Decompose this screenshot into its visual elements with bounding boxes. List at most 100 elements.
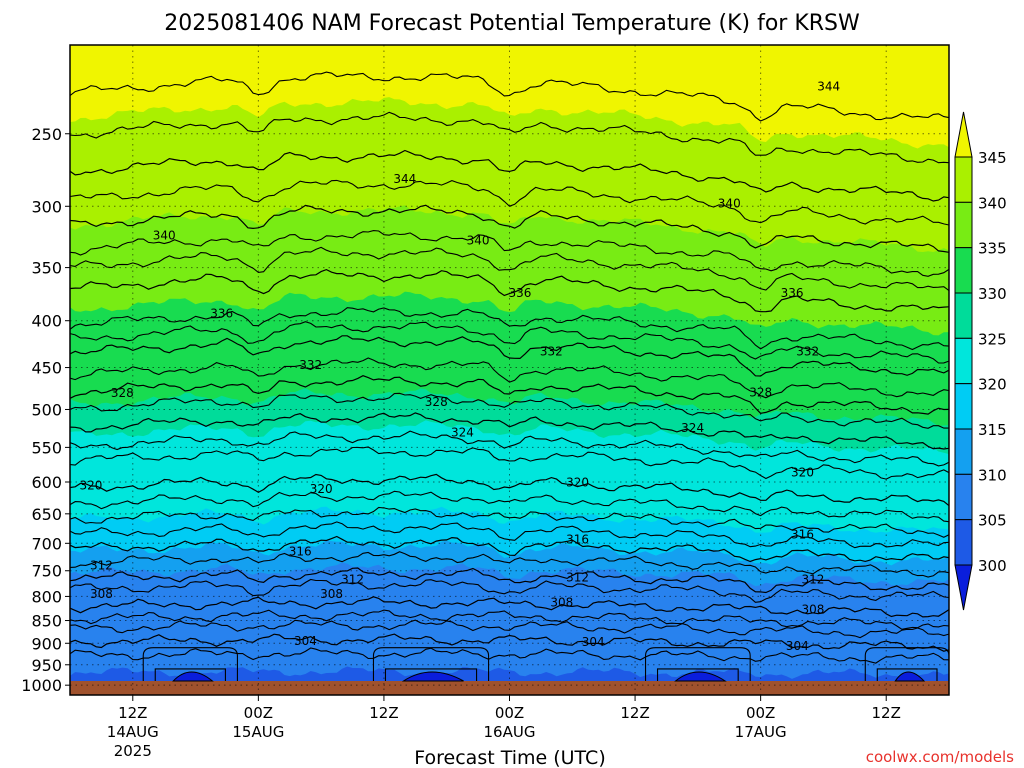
y-tick-label: 550 [31,438,62,457]
colorbar-bottom-triangle [954,564,973,611]
contour-label: 320 [791,466,814,480]
contour-label: 312 [566,571,589,585]
x-tick-date: 14AUG [107,723,159,741]
contour-label: 304 [582,635,605,649]
y-tick-label: 1000 [21,676,62,695]
contour-line-344 [70,149,949,202]
y-tick-label: 950 [31,656,62,675]
contour-line-minor [70,490,949,523]
contour-line-minor [70,506,949,538]
y-tick-label: 900 [31,634,62,653]
contour-label: 320 [566,476,589,490]
contour-line-316 [70,535,949,563]
contour-line-minor [70,71,949,122]
x-tick-label: 12Z [620,704,649,722]
contour-line-minor [70,430,949,467]
contour-line-minor [70,647,949,664]
contour-line-minor [70,230,949,277]
y-tick-label: 800 [31,587,62,606]
cold-pool [894,671,926,682]
contour-label: 336 [781,286,804,300]
colorbar-label: 300 [978,557,1007,575]
contour-label: 320 [79,478,102,492]
contour-label: 328 [425,395,448,409]
grid [70,45,949,695]
x-tick-label: 12Z [369,704,398,722]
contour-line-minor [70,446,949,480]
contour-line-minor [70,179,949,226]
contour-line-minor [70,307,949,351]
contour-line-340 [70,204,949,253]
colorbar-label: 310 [978,466,1007,484]
contour-line-minor [70,619,949,639]
contour-line-324 [70,412,949,450]
colorbar-band [954,473,973,521]
y-tick-label: 750 [31,562,62,581]
contour-label: 328 [749,385,772,399]
colorbar-band [954,337,973,385]
y-tick-label: 300 [31,197,62,216]
contour-label: 340 [467,234,490,248]
contour-line-minor [70,521,949,549]
contour-line-336 [70,268,949,313]
contour-label: 312 [802,573,825,587]
contour-label: 308 [90,587,113,601]
colorbar: 345 340 335 330 325 320 315 310 305 300 [954,111,1007,611]
cold-pool [674,671,727,682]
contour-line-minor [70,111,949,164]
contour-label: 304 [786,639,809,653]
chart-title: 2025081406 NAM Forecast Potential Temper… [164,11,860,36]
colorbar-label: 330 [978,285,1007,303]
x-tick-date: 17AUG [735,723,787,741]
contour-label: 308 [550,595,573,609]
contour-line-minor [70,578,949,603]
contour-line-minor [70,392,949,429]
cold-pool [401,671,464,682]
contour-label: 316 [791,528,814,542]
contour-label: 320 [310,482,333,496]
contour-label: 312 [90,558,113,572]
contour-line-312 [70,567,949,594]
x-tick-date: 15AUG [232,723,284,741]
x-axis-label: Forecast Time (UTC) [414,747,605,768]
contour-lines [70,71,949,682]
contour-loop-surface [142,647,238,681]
contour-label: 340 [153,229,176,243]
contour-line-minor [70,551,949,578]
contour-label: 344 [393,172,416,186]
colorbar-label: 320 [978,376,1007,394]
y-tick-label: 700 [31,534,62,553]
x-tick-label: 12Z [872,704,901,722]
colorbar-label: 335 [978,240,1007,258]
colorbar-label: 325 [978,330,1007,348]
y-tick-label: 350 [31,259,62,278]
y-tick-label: 250 [31,125,62,144]
y-tick-label: 500 [31,400,62,419]
contour-line-minor [70,321,949,364]
y-tick-label: 600 [31,473,62,492]
contour-label: 332 [796,344,819,358]
contour-label: 324 [681,421,704,435]
colorbar-band [954,201,973,249]
contour-label: 312 [341,573,364,587]
contour-line-320 [70,473,949,507]
contour-loop-surface [372,647,490,681]
colorbar-band [954,519,973,566]
contour-labels: 344 344 340 340 340 336 336 336 332 332 332 328 328 3… [79,80,840,653]
y-axis: 250 300 350 400 450 500 550 600 650 700 750 800 850 9… [21,125,70,695]
contour-loop-surface-inner [656,668,739,681]
colorbar-band [954,292,973,339]
contour-label: 336 [509,286,532,300]
x-tick-label: 12Z [118,704,147,722]
colorbar-top-triangle [954,111,973,158]
contour-loop-surface-inner [876,668,938,681]
contour-line-minor [70,357,949,399]
contour-loop-surface [644,647,751,681]
ground-layer [70,681,949,695]
colorbar-label: 305 [978,512,1007,530]
contour-label: 316 [289,545,312,559]
colorbar-band [954,383,973,430]
colorbar-band [954,156,973,203]
contour-line-minor [70,246,949,292]
